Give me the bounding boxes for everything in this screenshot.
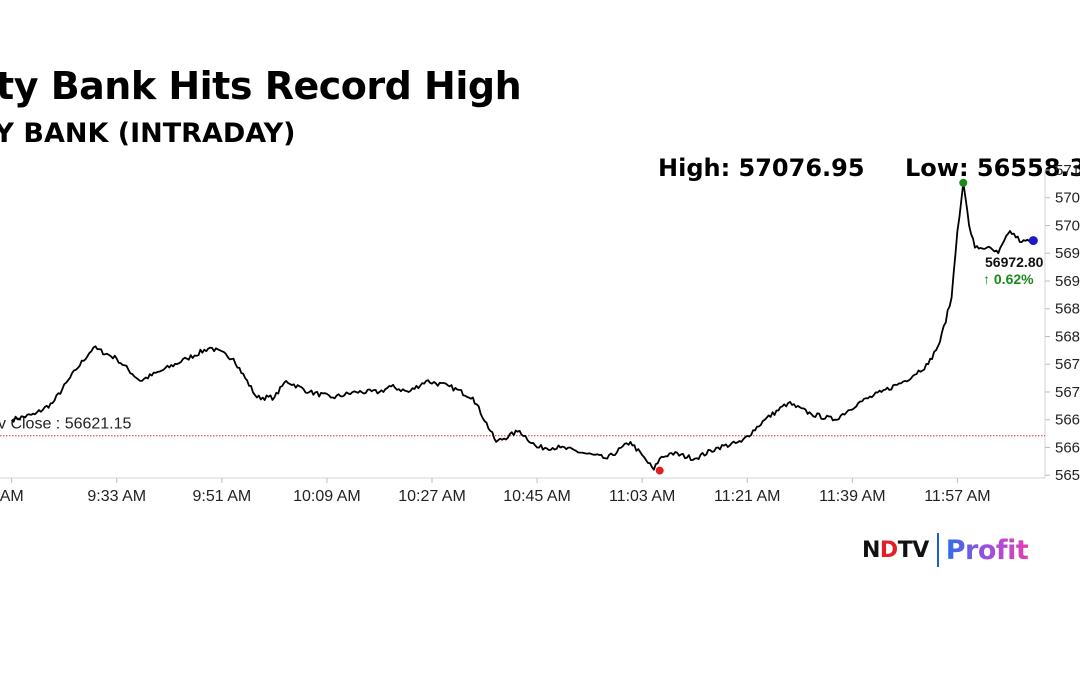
y-tick-label: 568 (1055, 301, 1080, 318)
ndtv-profit-logo: NDTV Profit (862, 530, 1029, 570)
prev-close-group: v Close : 56621.15 (0, 416, 1045, 437)
low-stat: Low: 56558.35 (905, 154, 1080, 182)
price-line (11, 181, 1034, 471)
x-tick-label: 10:09 AM (293, 488, 361, 505)
y-tick-label: 566 (1055, 412, 1080, 429)
x-tick-label: 11:57 AM (924, 488, 990, 505)
y-tick-label: 571 (1055, 162, 1080, 179)
x-tick-label: 11:39 AM (819, 488, 885, 505)
low-marker (655, 466, 664, 475)
logo-ndtv-letter: T (897, 537, 913, 563)
logo-profit: Profit (945, 534, 1029, 566)
change-label: ↑ 0.62% (983, 271, 1034, 287)
chart-title: fty Bank Hits Record High (0, 64, 522, 108)
y-tick-label: 569 (1055, 273, 1080, 290)
price-series (11, 181, 1034, 471)
x-tick-label: 9:33 AM (87, 488, 146, 505)
logo-ndtv-letter: V (912, 537, 929, 563)
logo-ndtv-letter: D (879, 537, 898, 563)
prev-close-label: v Close : 56621.15 (0, 416, 132, 433)
high-marker (959, 178, 968, 187)
high-stat: High: 57076.95 (658, 154, 865, 182)
x-tick-label: 9:51 AM (192, 488, 251, 505)
x-tick-label: 11:21 AM (714, 488, 780, 505)
x-tick-label: AM (0, 488, 24, 505)
logo-ndtv: NDTV (862, 538, 929, 563)
x-tick-label: 10:45 AM (503, 488, 571, 505)
y-tick-label: 568 (1055, 328, 1080, 345)
axes: AM 9:33 AM 9:51 AM 10:09 AM 10:27 AM 10:45 AM… (0, 162, 1080, 505)
logo-divider (936, 533, 939, 567)
y-tick-label: 570 (1055, 190, 1080, 207)
y-tick-label: 569 (1055, 245, 1080, 262)
last-marker (1028, 236, 1038, 246)
y-tick-label: 567 (1055, 384, 1080, 401)
y-tick-label: 566 (1055, 439, 1080, 456)
data-labels: 56972.80↑ 0.62% (983, 254, 1044, 287)
y-tick-label: 567 (1055, 356, 1080, 373)
y-tick-label: 570 (1055, 217, 1080, 234)
logo-ndtv-letter: N (862, 537, 880, 563)
last-value-label: 56972.80 (985, 254, 1044, 270)
y-tick-label: 565 (1055, 467, 1080, 484)
x-tick-label: 11:03 AM (609, 488, 675, 505)
x-tick-label: 10:27 AM (398, 488, 466, 505)
chart-subtitle: TY BANK (INTRADAY) (0, 118, 296, 149)
markers (655, 178, 1038, 475)
